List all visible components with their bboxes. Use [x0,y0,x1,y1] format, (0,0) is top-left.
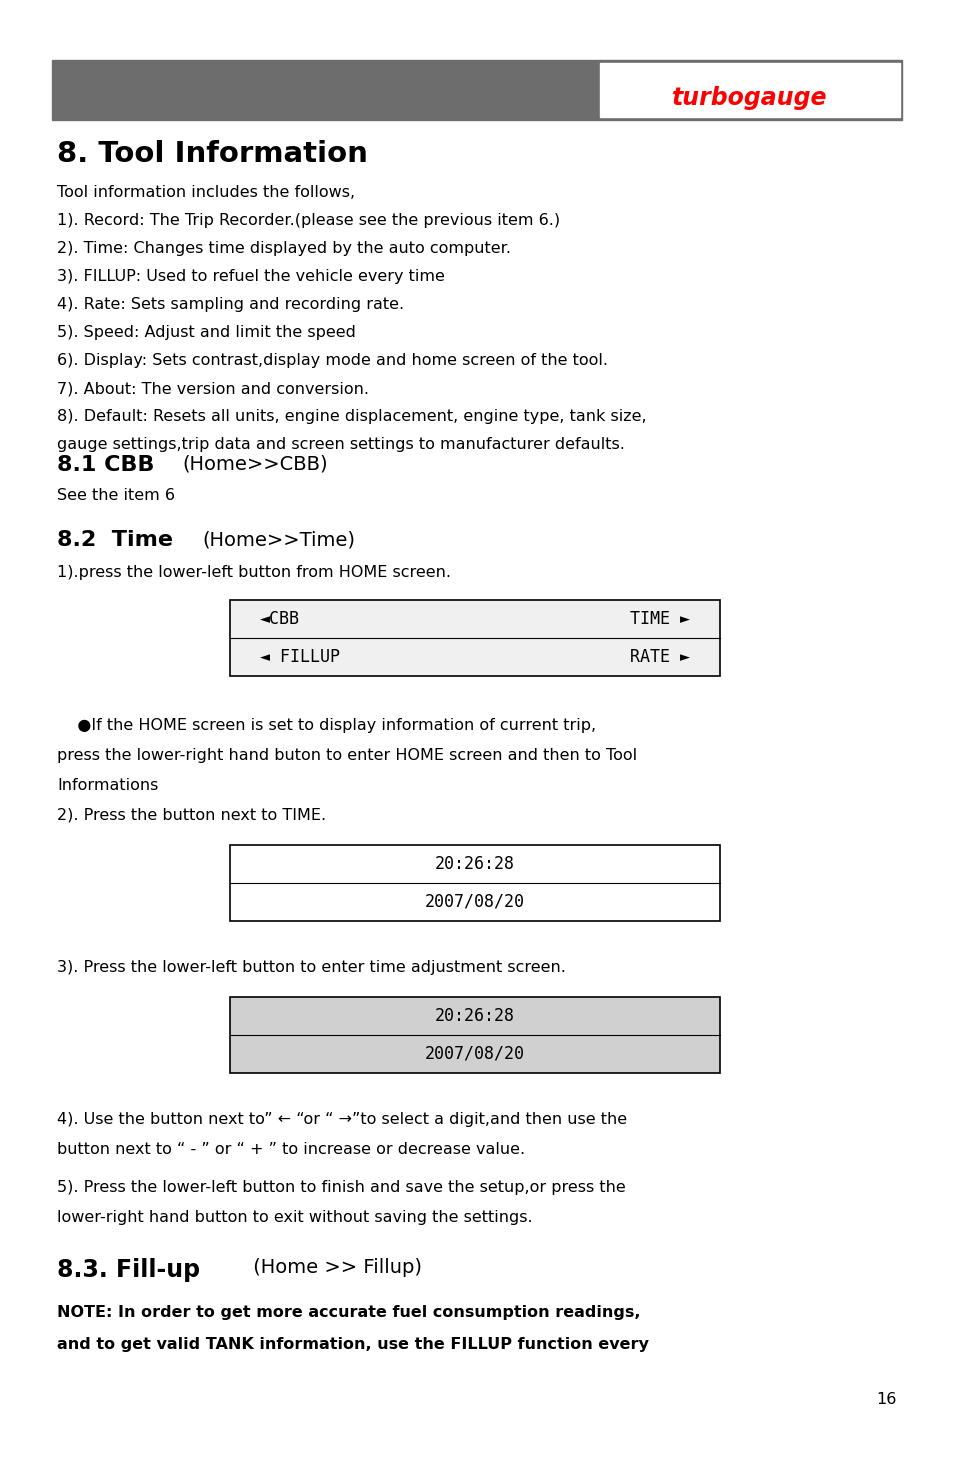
Text: 6). Display: Sets contrast,display mode and home screen of the tool.: 6). Display: Sets contrast,display mode … [57,352,607,368]
Text: 2007/08/20: 2007/08/20 [424,893,524,912]
Text: 8. Tool Information: 8. Tool Information [57,139,368,167]
Text: button next to “ - ” or “ + ” to increase or decrease value.: button next to “ - ” or “ + ” to increas… [57,1142,524,1157]
Text: 8). Default: Resets all units, engine displacement, engine type, tank size,: 8). Default: Resets all units, engine di… [57,410,646,424]
Text: 3). FILLUP: Used to refuel the vehicle every time: 3). FILLUP: Used to refuel the vehicle e… [57,269,444,283]
Text: 20:26:28: 20:26:28 [435,854,515,873]
Text: 3). Press the lower-left button to enter time adjustment screen.: 3). Press the lower-left button to enter… [57,960,565,975]
Text: gauge settings,trip data and screen settings to manufacturer defaults.: gauge settings,trip data and screen sett… [57,437,624,452]
Text: RATE ►: RATE ► [629,647,689,666]
Text: ●If the HOME screen is set to display information of current trip,: ●If the HOME screen is set to display in… [62,718,596,733]
Text: 8.3. Fill-up: 8.3. Fill-up [57,1258,200,1282]
Bar [599,63,899,117]
Text: (Home >> Fillup): (Home >> Fillup) [247,1258,421,1277]
Text: 1). Record: The Trip Recorder.(please see the previous item 6.): 1). Record: The Trip Recorder.(please se… [57,213,559,228]
Text: Informations: Informations [57,778,158,793]
Bar [230,600,720,675]
Text: 4). Use the button next to” ← “or “ →”to select a digit,and then use the: 4). Use the button next to” ← “or “ →”to… [57,1111,626,1127]
Text: NOTE: In order to get more accurate fuel consumption readings,: NOTE: In order to get more accurate fuel… [57,1305,639,1320]
Text: 8.2  Time: 8.2 Time [57,530,172,550]
Text: See the item 6: See the item 6 [57,487,174,504]
Text: (Home>>CBB): (Home>>CBB) [182,455,327,474]
Text: lower-right hand button to exit without saving the settings.: lower-right hand button to exit without … [57,1210,532,1224]
Text: 5). Speed: Adjust and limit the speed: 5). Speed: Adjust and limit the speed [57,324,355,341]
Text: turbogauge: turbogauge [672,87,827,110]
Bar [230,997,720,1073]
Text: and to get valid TANK information, use the FILLUP function every: and to get valid TANK information, use t… [57,1337,648,1352]
Text: ◄ FILLUP: ◄ FILLUP [260,647,339,666]
Text: 5). Press the lower-left button to finish and save the setup,or press the: 5). Press the lower-left button to finis… [57,1180,625,1195]
Text: ◄CBB: ◄CBB [260,611,299,628]
Bar [52,60,901,120]
Text: 2). Press the button next to TIME.: 2). Press the button next to TIME. [57,807,326,824]
Text: Tool information includes the follows,: Tool information includes the follows, [57,185,355,200]
Text: 20:26:28: 20:26:28 [435,1007,515,1025]
Text: 2). Time: Changes time displayed by the auto computer.: 2). Time: Changes time displayed by the … [57,241,511,255]
Text: TIME ►: TIME ► [629,611,689,628]
Text: 8.1 CBB: 8.1 CBB [57,455,154,476]
Text: (Home>>Time): (Home>>Time) [202,530,355,549]
Text: press the lower-right hand buton to enter HOME screen and then to Tool: press the lower-right hand buton to ente… [57,749,637,763]
Text: 2007/08/20: 2007/08/20 [424,1045,524,1063]
Text: 1).press the lower-left button from HOME screen.: 1).press the lower-left button from HOME… [57,565,451,580]
Text: 4). Rate: Sets sampling and recording rate.: 4). Rate: Sets sampling and recording ra… [57,297,404,313]
Text: 16: 16 [876,1392,896,1406]
Text: 7). About: The version and conversion.: 7). About: The version and conversion. [57,382,369,396]
Bar [230,846,720,920]
